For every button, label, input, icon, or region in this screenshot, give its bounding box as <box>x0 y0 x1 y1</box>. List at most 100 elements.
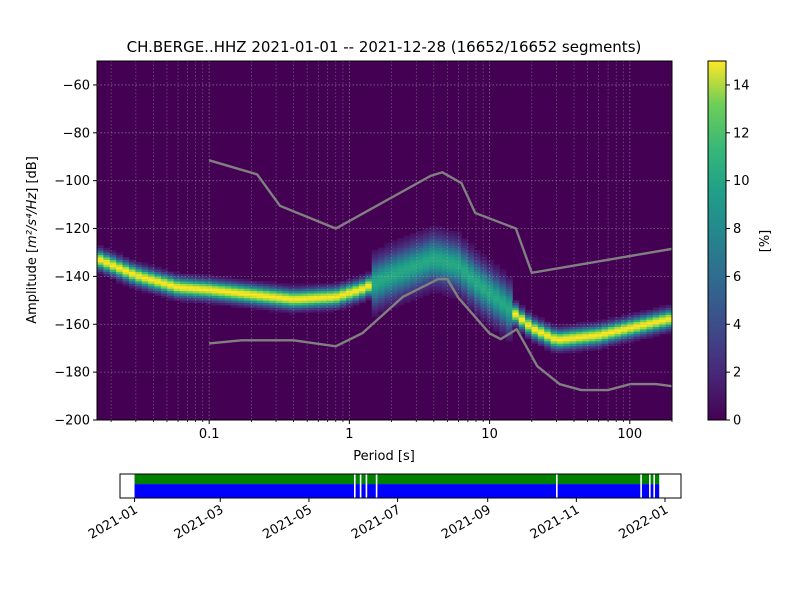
heatmap-cell <box>422 250 430 253</box>
heatmap-cell <box>416 281 424 284</box>
heatmap-cell <box>448 247 456 251</box>
heatmap-cell <box>473 283 481 287</box>
heatmap-cell <box>588 343 596 347</box>
heatmap-cell <box>154 269 162 272</box>
heatmap-cell <box>461 274 469 277</box>
heatmap-cell <box>250 302 258 306</box>
heatmap-cell <box>525 326 532 330</box>
heatmap-cell <box>403 290 411 294</box>
heatmap-cell <box>390 245 398 248</box>
heatmap-cell <box>410 262 417 265</box>
heatmap-cell <box>550 348 558 351</box>
heatmap-cell <box>263 290 270 294</box>
heatmap-cell <box>314 290 322 294</box>
heatmap-cell <box>410 245 417 248</box>
heatmap-cell <box>442 233 449 237</box>
heatmap-cell <box>371 266 379 270</box>
heatmap-cell <box>212 302 219 306</box>
heatmap-cell <box>403 281 411 284</box>
heatmap-cell <box>473 290 481 294</box>
y-axis-label-unit: m²/s⁴/Hz <box>25 192 40 248</box>
heatmap-cell <box>205 302 213 306</box>
heatmap-cell <box>531 321 539 325</box>
heatmap-cell <box>205 300 213 304</box>
timeline-tick-label: 2021-07 <box>349 502 404 542</box>
heatmap-cell <box>218 283 226 287</box>
heatmap-cell <box>640 309 647 313</box>
heatmap-cell <box>378 290 385 294</box>
heatmap-cell <box>365 295 373 299</box>
heatmap-cell <box>403 297 411 301</box>
heatmap-cell <box>154 283 162 287</box>
heatmap-cell <box>307 302 315 306</box>
heatmap-cell <box>384 254 392 258</box>
heatmap-cell <box>435 266 443 270</box>
heatmap-cell <box>224 295 232 299</box>
heatmap-cell <box>493 319 500 323</box>
heatmap-cell <box>480 257 488 260</box>
heatmap-cell <box>237 281 245 284</box>
heatmap-cell <box>250 307 258 311</box>
heatmap-cell <box>448 271 456 275</box>
heatmap-cell <box>448 264 456 268</box>
timeline-tick-label: 2021-03 <box>172 502 227 542</box>
heatmap-cell <box>499 331 507 335</box>
heatmap-cell <box>378 305 385 308</box>
heatmap-cell <box>461 293 469 296</box>
heatmap-cell <box>550 326 558 330</box>
heatmap-cell <box>275 309 283 313</box>
heatmap-cell <box>473 257 481 260</box>
timeline-frame <box>119 473 682 499</box>
heatmap-cell <box>103 247 111 251</box>
heatmap-cell <box>243 285 251 289</box>
heatmap-cell <box>397 262 405 265</box>
heatmap-cell <box>282 285 290 289</box>
heatmap-cell <box>608 343 615 347</box>
heatmap-cell <box>429 235 437 239</box>
heatmap-cell <box>384 300 392 304</box>
heatmap-cell <box>422 230 430 234</box>
heatmap-cell <box>461 281 469 284</box>
heatmap-cell <box>141 278 149 282</box>
heatmap-cell <box>429 228 437 232</box>
heatmap-cell <box>640 333 647 337</box>
heatmap-cell <box>199 300 207 304</box>
heatmap-cell <box>646 329 654 332</box>
heatmap-cell <box>109 276 117 280</box>
heatmap-cell <box>173 274 181 277</box>
heatmap-cell <box>116 257 124 260</box>
heatmap-cell <box>378 300 385 304</box>
heatmap-cell <box>192 278 200 282</box>
heatmap-cell <box>608 319 615 323</box>
heatmap-cell <box>397 285 405 289</box>
heatmap-cell <box>173 295 181 299</box>
heatmap-cell <box>148 285 155 289</box>
heatmap-cell <box>243 283 251 287</box>
heatmap-cell <box>473 312 481 315</box>
heatmap-cell <box>224 302 232 306</box>
heatmap-cell <box>620 329 628 332</box>
heatmap-cell <box>601 319 609 323</box>
heatmap-cell <box>403 250 411 253</box>
heatmap-cell <box>390 285 398 289</box>
heatmap-cell <box>665 319 672 323</box>
y-axis-label-suffix: ] [dB] <box>25 156 40 193</box>
heatmap-cell <box>582 324 590 327</box>
heatmap-cell <box>461 295 469 299</box>
heatmap-cell <box>486 283 494 287</box>
heatmap-cell <box>505 302 513 306</box>
heatmap-cell <box>652 309 660 313</box>
heatmap-cell <box>416 233 424 237</box>
heatmap-cell <box>333 288 341 292</box>
heatmap-cell <box>295 307 302 311</box>
heatmap-cell <box>410 281 417 284</box>
heatmap-cell <box>588 345 596 349</box>
heatmap-cell <box>620 326 628 330</box>
heatmap-cell <box>480 264 488 268</box>
heatmap-cell <box>390 250 398 253</box>
heatmap-cell <box>473 307 481 311</box>
heatmap-cell <box>339 300 347 304</box>
heatmap-cell <box>659 319 667 323</box>
heatmap-cell <box>352 285 360 289</box>
heatmap-cell <box>480 276 488 280</box>
